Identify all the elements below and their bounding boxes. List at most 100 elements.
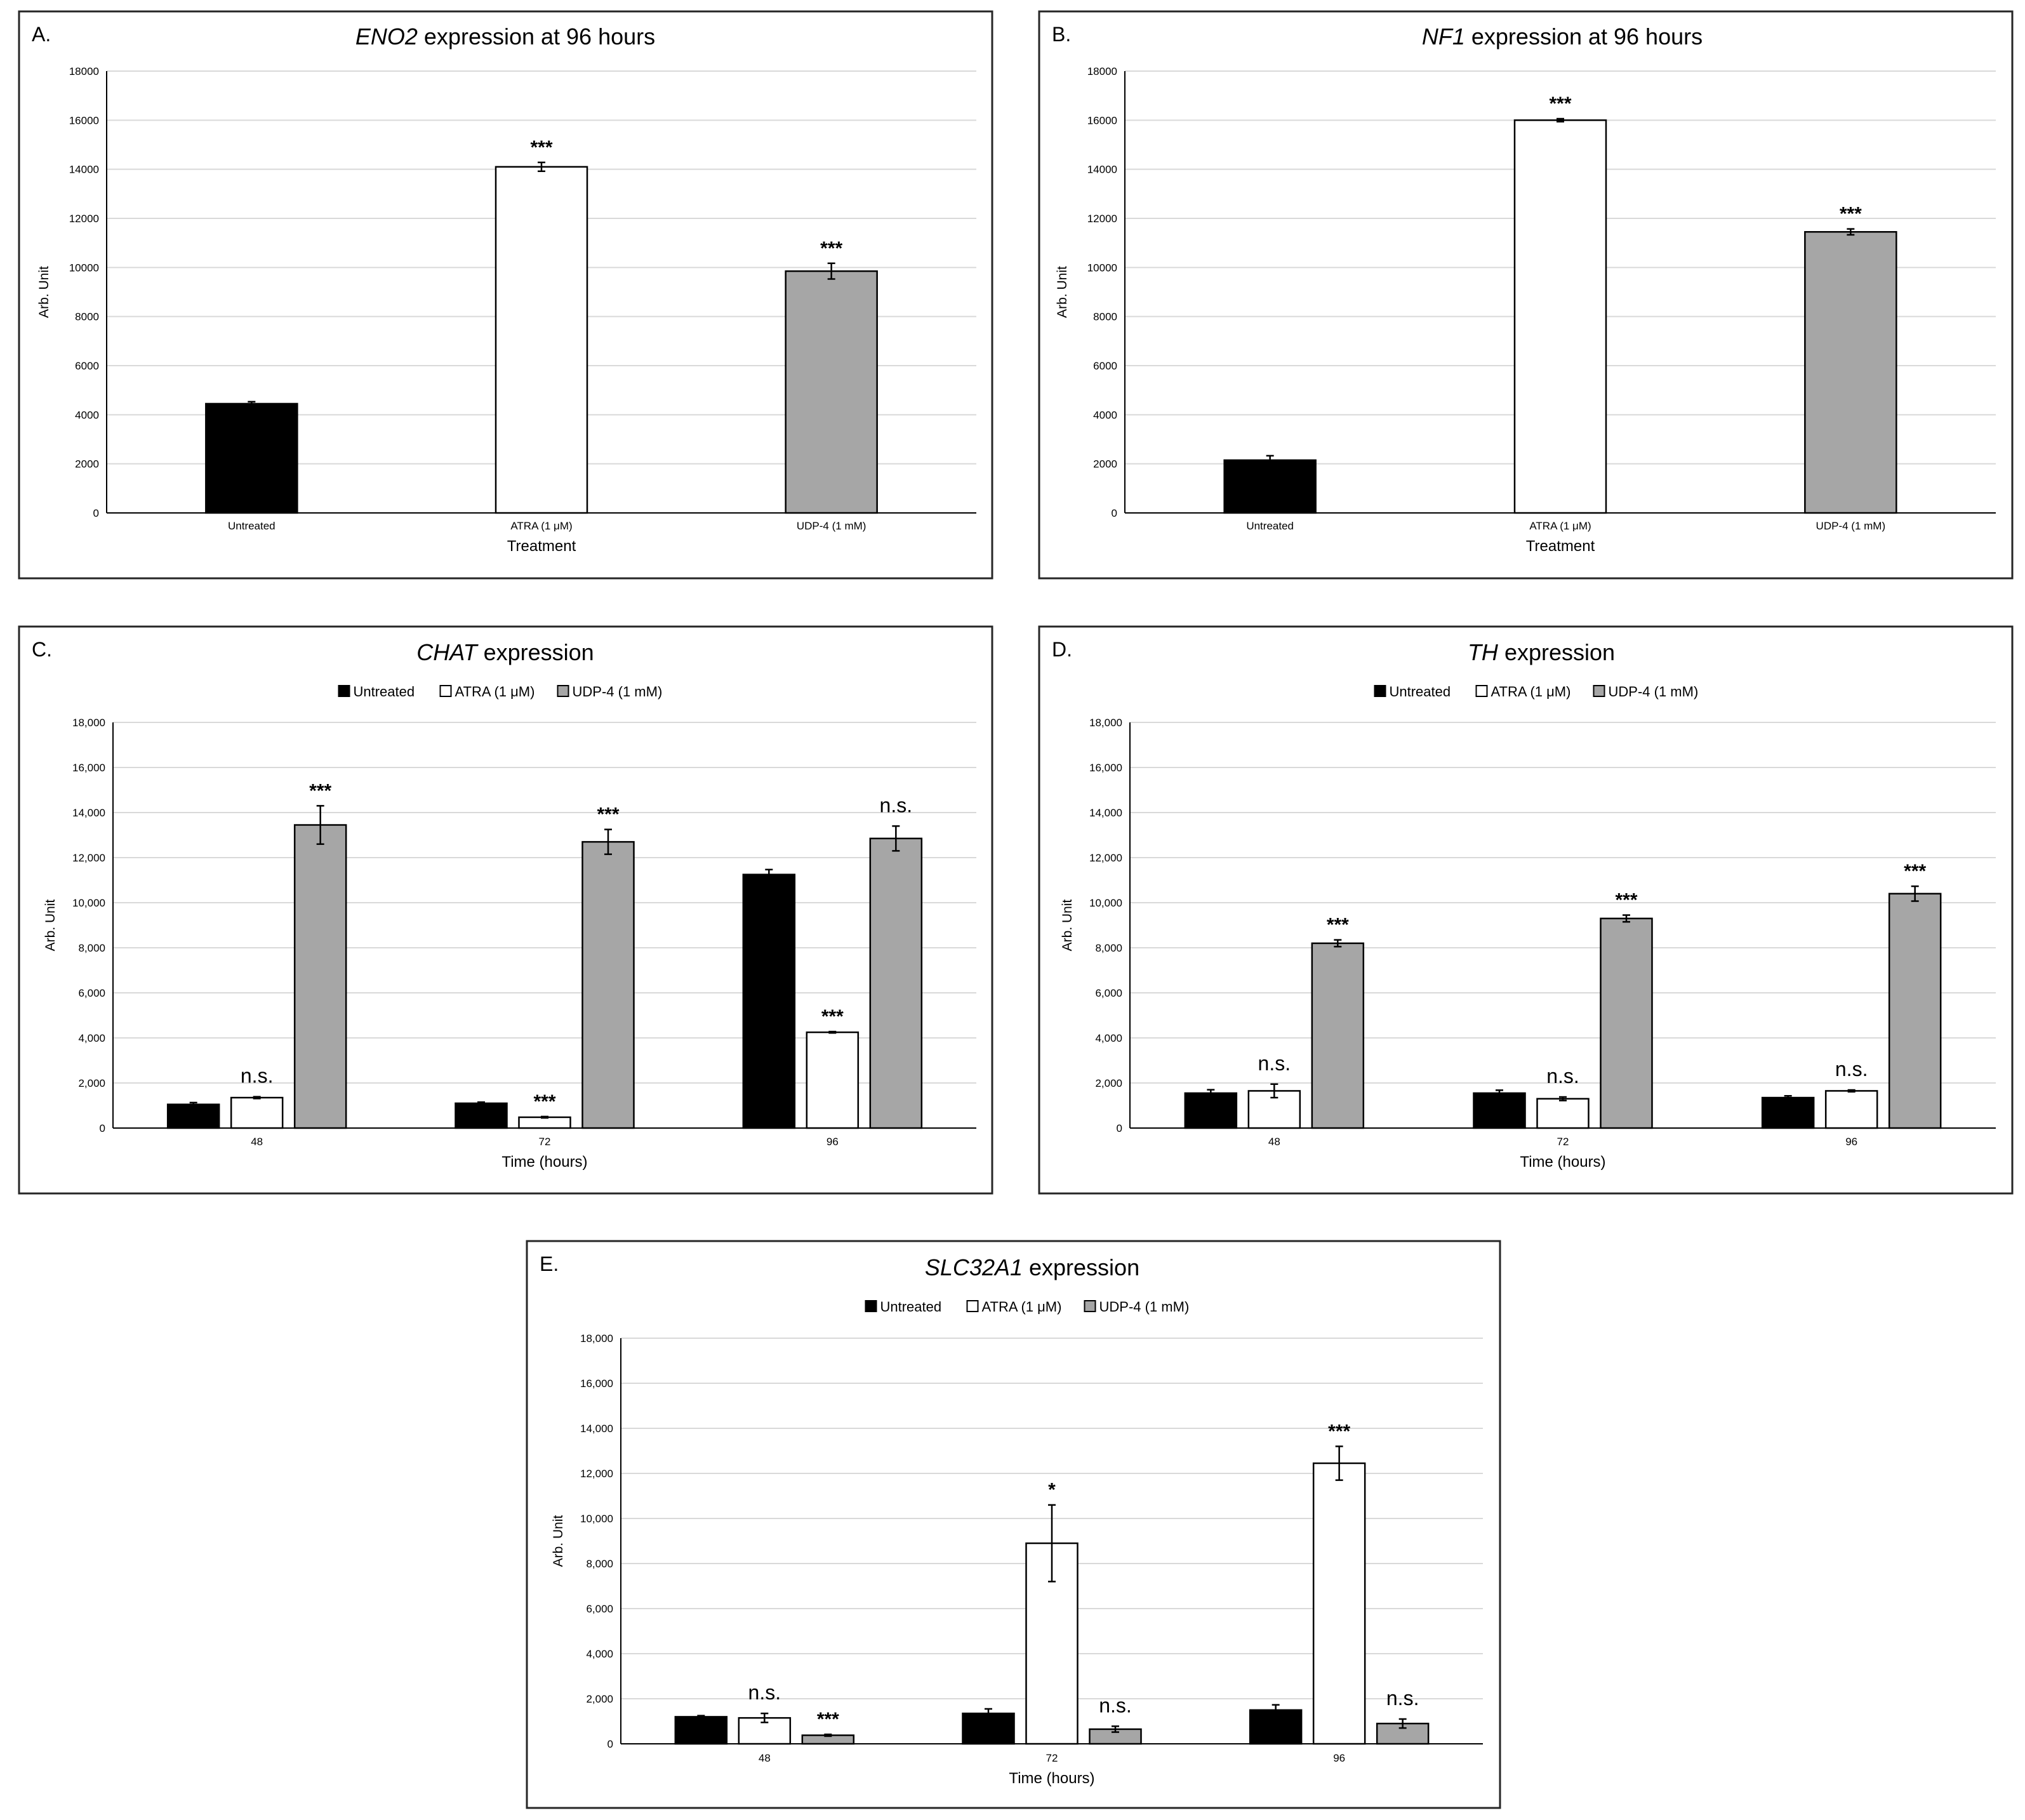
y-tick-label: 6000 xyxy=(1093,360,1117,372)
bar-2 xyxy=(1804,231,1897,514)
bar-0-2 xyxy=(1761,1096,1815,1129)
bar-2-1 xyxy=(1600,917,1653,1129)
y-tick-label: 16,000 xyxy=(72,762,105,774)
panel-letter: E. xyxy=(540,1252,559,1275)
y-tick-label: 0 xyxy=(1117,1122,1122,1134)
y-tick-label: 6,000 xyxy=(586,1603,613,1615)
y-tick-label: 2000 xyxy=(75,458,99,470)
legend-swatch xyxy=(338,685,350,697)
y-tick-label: 0 xyxy=(100,1122,105,1134)
x-axis-label: Time (hours) xyxy=(501,1153,587,1171)
y-tick-label: 8,000 xyxy=(1095,942,1122,954)
legend-swatch xyxy=(865,1300,877,1312)
significance-label: *** xyxy=(1615,890,1637,911)
chart-title-gene: TH xyxy=(1468,639,1499,665)
y-tick-label: 10000 xyxy=(1087,262,1117,274)
bar-2-1 xyxy=(581,840,635,1129)
y-tick-label: 4000 xyxy=(75,409,99,421)
bar-1 xyxy=(495,166,588,514)
chart-panel-e: E. SLC32A1 expression 0 2,000 4,000 6,000 8,00… xyxy=(526,1240,1501,1809)
y-tick-label: 14000 xyxy=(69,164,99,176)
y-tick-label: 10000 xyxy=(69,262,99,274)
y-tick-label: 8000 xyxy=(1093,311,1117,323)
significance-label: n.s. xyxy=(1546,1065,1579,1087)
y-tick-label: 2,000 xyxy=(1095,1077,1122,1089)
significance-label: *** xyxy=(1549,93,1571,114)
significance-label: *** xyxy=(309,780,331,801)
significance-label: *** xyxy=(1904,861,1926,882)
significance-label: *** xyxy=(597,804,619,825)
bar-2-0 xyxy=(293,824,347,1129)
y-tick-label: 2,000 xyxy=(78,1077,105,1089)
y-tick-label: 0 xyxy=(93,507,99,519)
bar-1-2 xyxy=(1312,1462,1366,1745)
bar-0 xyxy=(1223,459,1317,514)
significance-label: n.s. xyxy=(1099,1694,1132,1717)
x-tick-label: 96 xyxy=(1333,1752,1345,1764)
legend-label: ATRA (1 μM) xyxy=(455,684,535,700)
y-tick-label: 18,000 xyxy=(72,717,105,729)
bar-1-2 xyxy=(806,1031,860,1129)
chart-title-rest: expression xyxy=(1023,1254,1139,1280)
legend-label: Untreated xyxy=(1390,684,1451,700)
chart-title: SLC32A1 expression xyxy=(925,1254,1139,1280)
legend-label: UDP-4 (1 mM) xyxy=(573,684,663,700)
y-tick-label: 8,000 xyxy=(586,1558,613,1570)
x-tick-label: Untreated xyxy=(1246,520,1294,532)
legend-label: Untreated xyxy=(880,1299,942,1315)
x-tick-label: 48 xyxy=(759,1752,771,1764)
y-axis-label: Arb. Unit xyxy=(43,899,58,951)
significance-label: *** xyxy=(817,1709,839,1730)
chart-title-gene: NF1 xyxy=(1422,23,1465,50)
legend-label: UDP-4 (1 mM) xyxy=(1609,684,1699,700)
y-tick-label: 8000 xyxy=(75,311,99,323)
y-tick-label: 6,000 xyxy=(78,987,105,999)
bar-1 xyxy=(1513,119,1607,514)
y-tick-label: 18,000 xyxy=(580,1332,613,1345)
y-tick-label: 10,000 xyxy=(580,1513,613,1525)
y-tick-label: 2,000 xyxy=(586,1693,613,1705)
bar-0-0 xyxy=(674,1716,728,1745)
chart-title-rest: expression xyxy=(477,639,594,665)
legend-label: ATRA (1 μM) xyxy=(982,1299,1062,1315)
significance-label: *** xyxy=(1328,1421,1350,1442)
legend-swatch xyxy=(1084,1300,1096,1312)
x-tick-label: 96 xyxy=(827,1136,839,1148)
bar-0-0 xyxy=(1184,1092,1238,1129)
y-tick-label: 10,000 xyxy=(72,897,105,909)
x-axis-label: Treatment xyxy=(507,538,576,555)
chart-title-gene: SLC32A1 xyxy=(925,1254,1023,1280)
y-tick-label: 2000 xyxy=(1093,458,1117,470)
legend-swatch xyxy=(439,685,452,697)
y-tick-label: 0 xyxy=(1112,507,1117,519)
bar-0-2 xyxy=(742,873,796,1129)
bar-0-1 xyxy=(1473,1092,1526,1129)
x-axis-label: Treatment xyxy=(1526,538,1595,555)
y-tick-label: 12000 xyxy=(1087,213,1117,225)
chart-panel-c: C. CHAT expression 0 2,000 4,000 6,000 8,000 10… xyxy=(18,625,993,1195)
legend: Untreated ATRA (1 μM) UDP-4 (1 mM) xyxy=(338,684,663,700)
y-tick-label: 12,000 xyxy=(1089,852,1122,864)
x-tick-label: UDP-4 (1 mM) xyxy=(1816,520,1886,532)
bar-1-1 xyxy=(518,1116,571,1129)
chart-title-rest: expression at 96 hours xyxy=(418,23,655,50)
chart-title-rest: expression at 96 hours xyxy=(1465,23,1703,50)
y-tick-label: 4,000 xyxy=(78,1032,105,1044)
panel-letter: A. xyxy=(32,23,51,46)
panel-letter: C. xyxy=(32,638,52,661)
x-tick-label: 48 xyxy=(251,1136,263,1148)
significance-label: *** xyxy=(530,137,552,158)
legend: Untreated ATRA (1 μM) UDP-4 (1 mM) xyxy=(865,1299,1189,1315)
chart-panel-a: A. ENO2 expression at 96 hours 0 2000 4000 60… xyxy=(18,10,993,580)
y-tick-label: 16,000 xyxy=(580,1378,613,1390)
y-tick-label: 14000 xyxy=(1087,164,1117,176)
x-tick-label: 72 xyxy=(1557,1136,1569,1148)
significance-label: n.s. xyxy=(241,1065,274,1087)
y-tick-label: 16000 xyxy=(1087,114,1117,126)
y-tick-label: 18000 xyxy=(1087,65,1117,77)
y-tick-label: 4,000 xyxy=(586,1648,613,1660)
x-tick-label: ATRA (1 μM) xyxy=(1529,520,1591,532)
legend-swatch xyxy=(1593,685,1605,697)
significance-label: n.s. xyxy=(1835,1058,1868,1080)
bar-2-2 xyxy=(869,837,923,1129)
